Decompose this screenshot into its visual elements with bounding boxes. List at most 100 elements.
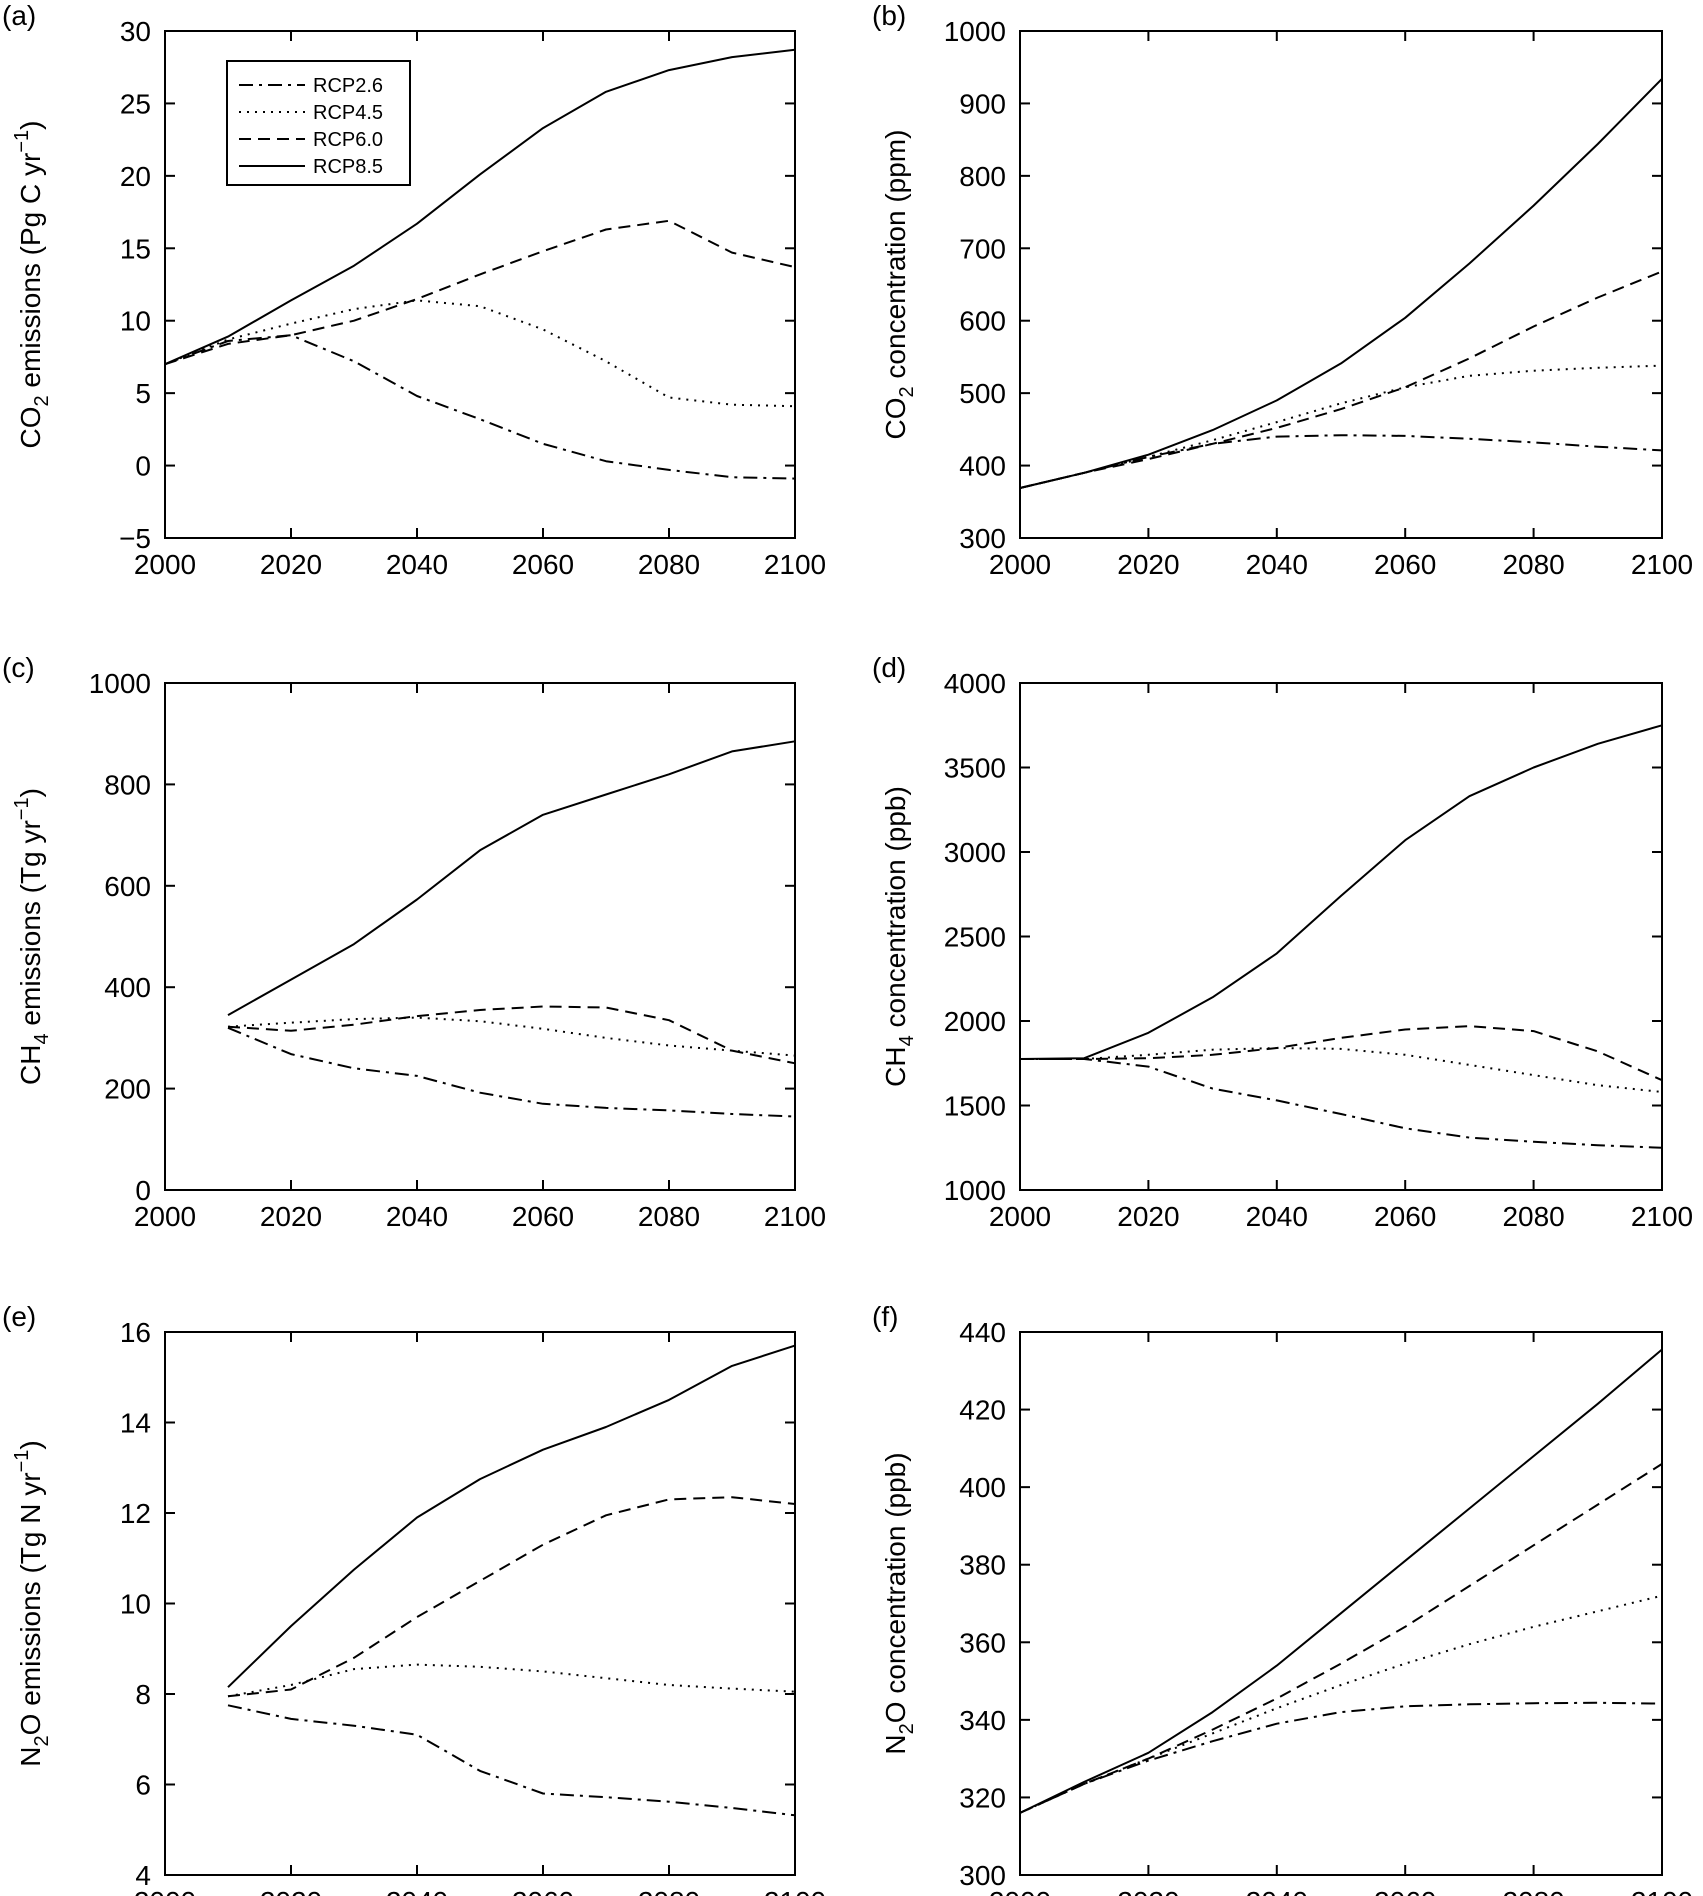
x-tick-label: 2060 xyxy=(1374,1201,1436,1232)
y-tick-label: 10 xyxy=(120,1589,151,1620)
y-tick-label: 200 xyxy=(104,1074,151,1105)
chart-panel: (b) 2000 2020 2040 2060 2080 2100 300 400 500 600 7… xyxy=(872,0,1693,580)
y-tick-label: 3000 xyxy=(944,837,1006,868)
y-axis-label-sub: 2 xyxy=(31,1735,53,1746)
x-tick-label: 2100 xyxy=(1631,1886,1693,1896)
y-axis-label-mid: concentration (ppm) xyxy=(880,130,911,387)
y-tick-label: 1000 xyxy=(944,1175,1006,1206)
y-tick-label: 400 xyxy=(959,451,1006,482)
x-tick-label: 2060 xyxy=(512,1201,574,1232)
y-tick-label: 2000 xyxy=(944,1006,1006,1037)
legend: RCP2.6 RCP4.5 RCP6.0 RCP8.5 xyxy=(226,60,411,186)
y-tick-label: 8 xyxy=(135,1679,151,1710)
series-line-rcp85 xyxy=(164,48,796,366)
y-axis-label-post: ) xyxy=(15,1440,46,1449)
y-tick-label: 900 xyxy=(959,88,1006,119)
series-line-rcp85 xyxy=(227,1344,796,1688)
x-tick-label: 2000 xyxy=(134,549,196,580)
legend-entry: RCP2.6 xyxy=(313,75,383,97)
x-tick-label: 2040 xyxy=(1246,1201,1308,1232)
y-axis-label-pre: N xyxy=(15,1746,46,1766)
series-line-rcp45 xyxy=(227,1016,796,1057)
y-axis-label-post: ) xyxy=(15,121,46,130)
x-tick-label: 2060 xyxy=(1374,1886,1436,1896)
panel-label: (f) xyxy=(872,1301,898,1332)
series-line-rcp60 xyxy=(227,1005,796,1065)
x-tick-label: 2040 xyxy=(386,1201,448,1232)
y-axis-label-sub: 2 xyxy=(896,386,918,397)
x-tick-label: 2000 xyxy=(989,1201,1051,1232)
legend-box xyxy=(226,60,411,186)
x-tick-label: 2000 xyxy=(989,1886,1051,1896)
x-tick-label: 2040 xyxy=(1246,549,1308,580)
series-line-rcp45 xyxy=(1020,1047,1663,1093)
x-tick-label: 2020 xyxy=(1117,1886,1179,1896)
y-tick-label: 4 xyxy=(135,1860,151,1891)
y-tick-label: 340 xyxy=(959,1705,1006,1736)
plot-frame xyxy=(1019,1331,1663,1876)
y-axis-label-mid: O concentration (ppb) xyxy=(880,1452,911,1723)
series-line-rcp45 xyxy=(164,299,796,408)
series-line-rcp45 xyxy=(1019,1594,1663,1814)
y-axis-label: CH4 concentration (ppb) xyxy=(880,786,918,1087)
y-axis-label-post: ) xyxy=(15,788,46,797)
series-line-rcp45 xyxy=(1019,364,1663,489)
y-axis-label-sub: 4 xyxy=(31,1033,53,1044)
y-axis-label-mid: concentration (ppb) xyxy=(880,786,911,1035)
series-line-rcp85 xyxy=(1019,78,1663,489)
y-tick-label: 360 xyxy=(959,1627,1006,1658)
x-tick-label: 2020 xyxy=(1117,549,1179,580)
plot-frame xyxy=(164,682,796,1191)
plot-frame xyxy=(164,30,796,539)
y-axis-label-sup: −1 xyxy=(11,130,33,153)
series-line-rcp60 xyxy=(227,1496,796,1698)
x-tick-label: 2020 xyxy=(260,1201,322,1232)
y-axis-label: N2O emissions (Tg N yr−1) xyxy=(11,1440,53,1766)
panel-label: (c) xyxy=(2,652,35,683)
panel-label: (d) xyxy=(872,652,906,683)
x-tick-label: 2100 xyxy=(1631,1201,1693,1232)
y-tick-label: 4000 xyxy=(944,668,1006,699)
y-tick-label: 2500 xyxy=(944,922,1006,953)
series-line-rcp60 xyxy=(1019,270,1663,489)
y-tick-label: 300 xyxy=(959,1860,1006,1891)
y-tick-label: −5 xyxy=(119,523,151,554)
y-tick-label: 25 xyxy=(120,88,151,119)
legend-entry: RCP6.0 xyxy=(313,129,383,151)
x-tick-label: 2100 xyxy=(1631,549,1693,580)
y-axis-label-pre: CH xyxy=(15,1044,46,1084)
chart-panel: (d) 2000 2020 2040 2060 2080 2100 1000 1500 2000 2… xyxy=(872,652,1693,1232)
y-axis-label-mid: emissions (Tg yr xyxy=(15,820,46,1033)
x-tick-label: 2100 xyxy=(764,1886,826,1896)
x-tick-label: 2000 xyxy=(134,1201,196,1232)
y-tick-label: 12 xyxy=(120,1498,151,1529)
chart-panel: (e) 2000 2020 2040 2060 2080 2100 4 6 8 10 12 14 16 N2… xyxy=(2,1301,826,1896)
x-tick-label: 2080 xyxy=(1502,1886,1564,1896)
series-line-rcp26 xyxy=(1019,434,1663,489)
series-line-rcp60 xyxy=(1019,1463,1663,1814)
y-axis-label-pre: N xyxy=(880,1734,911,1754)
x-tick-label: 2080 xyxy=(638,1886,700,1896)
series-line-rcp45 xyxy=(227,1663,796,1698)
y-tick-label: 600 xyxy=(104,871,151,902)
y-tick-label: 440 xyxy=(959,1317,1006,1348)
y-tick-label: 14 xyxy=(120,1408,151,1439)
x-tick-label: 2020 xyxy=(260,1886,322,1896)
x-tick-label: 2000 xyxy=(989,549,1051,580)
chart-panel: (f) 2000 2020 2040 2060 2080 2100 300 320 340 360 3… xyxy=(872,1301,1693,1896)
series-line-rcp60 xyxy=(164,219,796,366)
y-tick-label: 320 xyxy=(959,1782,1006,1813)
x-tick-label: 2020 xyxy=(1117,1201,1179,1232)
y-tick-label: 600 xyxy=(959,306,1006,337)
plot-frame xyxy=(164,1331,796,1876)
y-axis-label-mid: O emissions (Tg N yr xyxy=(15,1472,46,1735)
x-tick-label: 2060 xyxy=(512,549,574,580)
x-tick-label: 2080 xyxy=(1502,549,1564,580)
legend-entry: RCP8.5 xyxy=(313,156,383,178)
x-tick-label: 2060 xyxy=(1374,549,1436,580)
y-tick-label: 400 xyxy=(104,972,151,1003)
series-line-rcp26 xyxy=(227,1704,796,1817)
series-line-rcp60 xyxy=(1020,1025,1663,1082)
series-line-rcp26 xyxy=(1019,1701,1663,1814)
x-tick-label: 2020 xyxy=(260,549,322,580)
